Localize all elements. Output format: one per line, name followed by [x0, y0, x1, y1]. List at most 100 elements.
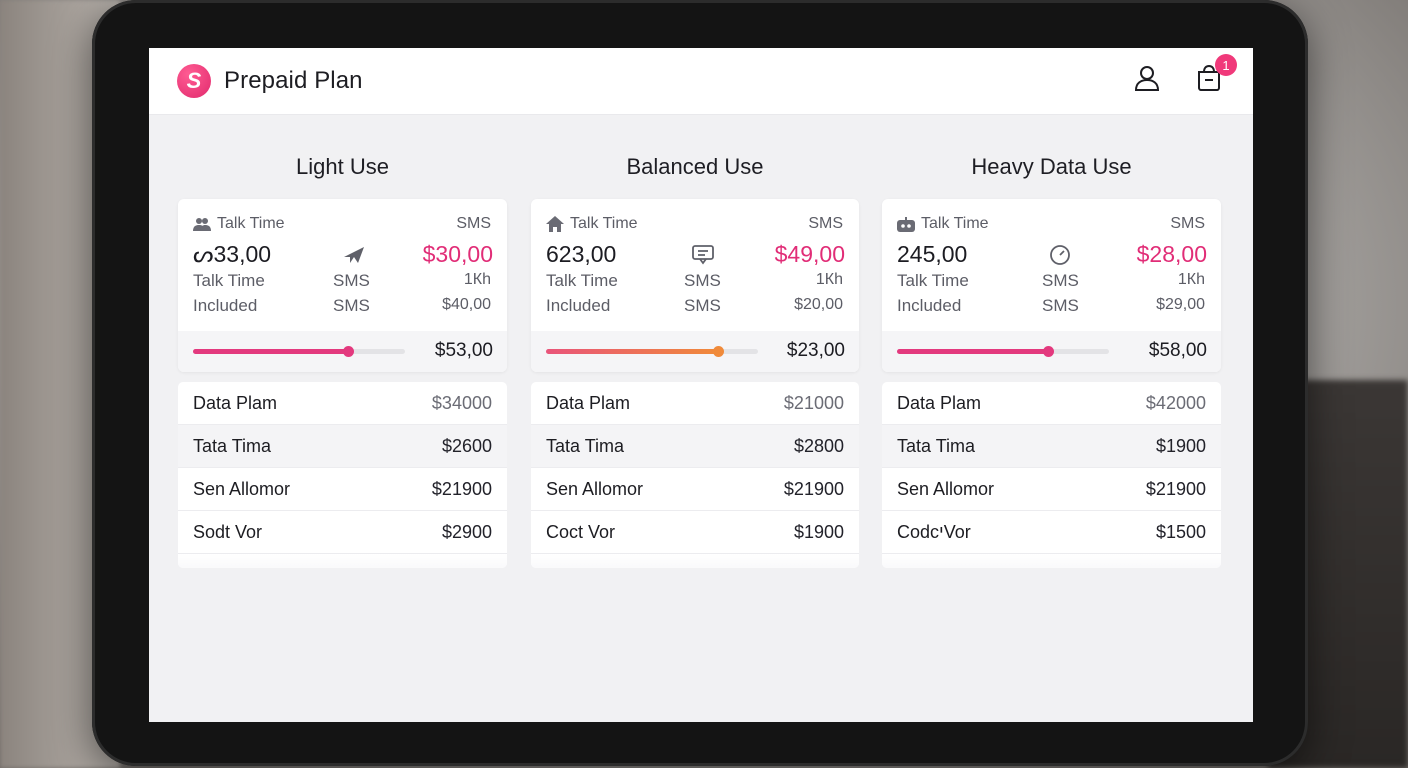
list-item[interactable]: Tata Tima $2800 — [531, 425, 859, 468]
talk-time-header: Talk Time — [546, 215, 638, 233]
plan-details-list: Data Plam $21000 Tata Tima $2800 Sen Allom… — [531, 382, 859, 568]
plan-details-list: Data Plam $42000 Tata Tima $1900 Sen Allom… — [882, 382, 1221, 568]
item-label: Tata Tima — [897, 435, 976, 456]
list-item[interactable]: Data Plam $42000 — [882, 382, 1221, 425]
included-value: $29,00 — [1156, 296, 1205, 313]
duration-value: 1Кh — [1177, 271, 1205, 288]
included-value: $40,00 — [442, 296, 491, 313]
included-value: $20,00 — [794, 296, 843, 313]
item-value: $2800 — [793, 435, 844, 456]
item-value: $21900 — [783, 478, 844, 499]
duration-value: 1Кh — [815, 271, 843, 288]
item-value: $1900 — [1155, 435, 1206, 456]
total-price: $53,00 — [434, 340, 493, 361]
user-icon — [1134, 66, 1160, 91]
usage-progress-fill — [546, 349, 718, 354]
talk-time-row-label: Talk Time — [897, 271, 969, 290]
list-fade — [882, 554, 1221, 568]
usage-slider-handle[interactable] — [342, 346, 354, 357]
list-item[interactable]: Tata Tima $1900 — [882, 425, 1221, 468]
message-icon — [690, 243, 716, 267]
list-item[interactable]: Sen Allomor $21900 — [531, 468, 859, 511]
cart-icon — [1198, 64, 1220, 91]
account-button[interactable] — [1131, 62, 1163, 94]
talk-time-label: Talk Time — [217, 215, 285, 232]
talk-time-header: Talk Time — [897, 215, 989, 233]
sms-header: SMS — [808, 215, 843, 232]
talk-time-value: ᔕ33,00 — [193, 241, 272, 267]
list-item[interactable]: CodcיVor $1500 — [882, 511, 1221, 554]
sms-header: SMS — [456, 215, 491, 232]
sms-row-label: SMS — [333, 271, 370, 290]
plan-title: Heavy Data Use — [971, 154, 1132, 179]
list-item[interactable]: Tata Tima $2600 — [178, 425, 507, 468]
plan-title: Balanced Use — [626, 154, 764, 179]
usage-strip: $53,00 — [178, 331, 507, 372]
list-item[interactable]: Data Plam $21000 — [531, 382, 859, 425]
item-value: $1900 — [793, 521, 844, 542]
item-label: Sen Allomor — [897, 478, 995, 499]
gauge-icon — [1047, 243, 1073, 267]
item-label: Sen Allomor — [546, 478, 644, 499]
talk-time-row-label: Talk Time — [546, 271, 618, 290]
item-value: $2600 — [441, 435, 492, 456]
item-label: Sodt Vor — [193, 521, 263, 542]
sms-row-label: SMS — [1042, 271, 1079, 290]
list-item[interactable]: Data Plam $34000 — [178, 382, 507, 425]
item-value: $1500 — [1155, 521, 1206, 542]
talk-time-value: 623,00 — [546, 241, 617, 267]
brand-logo[interactable]: S — [177, 64, 211, 98]
talk-time-label: Talk Time — [570, 215, 638, 232]
sms-included-label: SMS — [1042, 296, 1079, 315]
plan-card[interactable]: Talk Time SMS ᔕ33,00 $30,00 Talk Time SM… — [178, 199, 507, 372]
item-value: $21000 — [783, 392, 844, 413]
cart-button[interactable]: 1 — [1193, 54, 1237, 94]
usage-slider-handle[interactable] — [712, 346, 724, 357]
usage-progress-bar — [546, 346, 758, 357]
usage-slider-handle[interactable] — [1042, 346, 1054, 357]
talk-time-value: 245,00 — [897, 241, 968, 267]
usage-strip: $23,00 — [531, 331, 859, 372]
included-label: Included — [897, 296, 962, 315]
item-label: Tata Tima — [546, 435, 625, 456]
users-icon — [193, 218, 211, 231]
plan-details-list: Data Plam $34000 Tata Tima $2600 Sen Allom… — [178, 382, 507, 568]
included-label: Included — [193, 296, 258, 315]
page-title: Prepaid Plan — [224, 67, 363, 94]
plan-price: $28,00 — [1136, 241, 1207, 267]
sms-included-label: SMS — [333, 296, 370, 315]
item-value: $34000 — [431, 392, 492, 413]
plan-price: $49,00 — [774, 241, 845, 267]
app-header: S Prepaid Plan 1 — [149, 48, 1253, 115]
total-price: $58,00 — [1148, 340, 1207, 361]
item-label: Data Plam — [193, 392, 278, 413]
plan-price: $30,00 — [422, 241, 493, 267]
cart-count-badge: 1 — [1215, 54, 1237, 76]
plan-card[interactable]: Talk Time SMS 623,00 $49,00 Talk Time SM… — [531, 199, 859, 372]
usage-progress-fill — [897, 349, 1048, 354]
list-item[interactable]: Sodt Vor $2900 — [178, 511, 507, 554]
robot-icon — [897, 216, 915, 232]
item-label: CodcיVor — [897, 521, 971, 542]
item-label: Tata Tima — [193, 435, 272, 456]
list-item[interactable]: Sen Allomor $21900 — [178, 468, 507, 511]
screen: S Prepaid Plan 1 Light Use — [149, 48, 1253, 722]
list-item[interactable]: Sen Allomor $21900 — [882, 468, 1221, 511]
item-value: $2900 — [441, 521, 492, 542]
plane-icon — [341, 243, 367, 267]
item-value: $21900 — [431, 478, 492, 499]
item-value: $42000 — [1145, 392, 1206, 413]
talk-time-row-label: Talk Time — [193, 271, 265, 290]
sms-row-label: SMS — [684, 271, 721, 290]
list-item[interactable]: Coct Vor $1900 — [531, 511, 859, 554]
item-label: Data Plam — [897, 392, 982, 413]
talk-time-header: Talk Time — [193, 215, 285, 233]
plan-title: Light Use — [296, 154, 389, 179]
list-fade — [178, 554, 507, 568]
usage-progress-bar — [897, 346, 1109, 357]
talk-time-label: Talk Time — [921, 215, 989, 232]
plan-card[interactable]: Talk Time SMS 245,00 $28,00 Talk Time SM… — [882, 199, 1221, 372]
item-label: Data Plam — [546, 392, 631, 413]
sms-header: SMS — [1170, 215, 1205, 232]
item-value: $21900 — [1145, 478, 1206, 499]
